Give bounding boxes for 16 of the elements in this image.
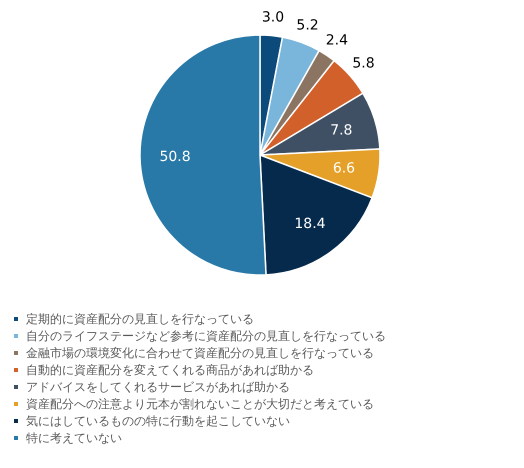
legend-label: 自動的に資産配分を変えてくれる商品があれば助かる — [26, 363, 314, 377]
data-label: 50.8 — [159, 149, 191, 166]
legend-label: 定期的に資産配分の見直しを行なっている — [26, 312, 254, 326]
data-label: 7.8 — [330, 122, 352, 138]
data-label: 5.2 — [296, 17, 319, 34]
data-label: 2.4 — [326, 32, 348, 48]
data-label: 5.8 — [352, 56, 375, 72]
legend-label: 金融市場の環境変化に合わせて資産配分の見直しを行なっている — [26, 346, 374, 360]
legend-label: 気にはしているものの特に行動を起こしていない — [26, 414, 290, 428]
legend-label: 資産配分への注意より元本が割れないことが大切だと考えている — [26, 397, 374, 411]
data-label: 18.4 — [294, 216, 326, 232]
legend-label: 自分のライフステージなど参考に資産配分の見直しを行なっている — [26, 329, 386, 343]
legend-label: アドバイスをしてくれるサービスがあれば助かる — [26, 380, 290, 394]
data-label: 6.6 — [332, 160, 356, 176]
data-label: 3.0 — [262, 10, 284, 26]
legend-label: 特に考えていない — [26, 431, 122, 445]
